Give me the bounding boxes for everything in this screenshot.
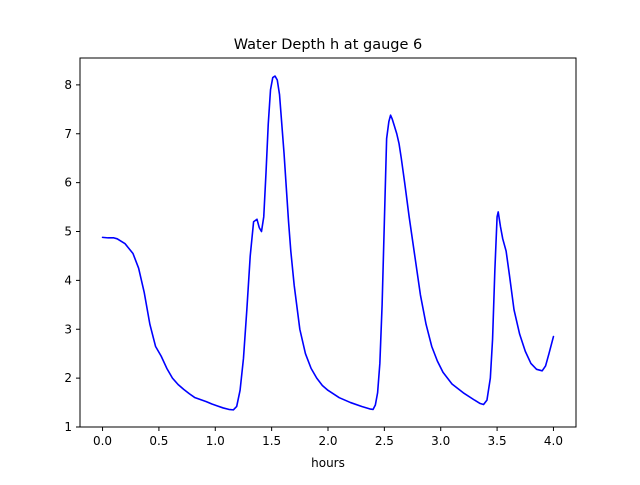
x-tick-label: 0.0 [93,434,112,448]
y-tick-label: 3 [64,322,72,336]
x-tick-label: 3.0 [431,434,450,448]
y-tick-label: 5 [64,225,72,239]
x-tick-label: 1.5 [262,434,281,448]
x-tick-label: 2.0 [318,434,337,448]
x-tick-label: 2.5 [375,434,394,448]
series-line-0 [101,75,555,411]
x-tick-label: 3.5 [488,434,507,448]
y-tick-label: 6 [64,176,72,190]
x-tick-label: 0.5 [149,434,168,448]
x-tick-label: 1.0 [206,434,225,448]
plot-area [80,58,576,427]
axes-layer: 0.0 0.5 1.0 1.5 2.0 2.5 3.0 3.5 4.0 1 2 3 4 5 6 7 8 [64,57,577,448]
y-tick-label: 1 [64,420,72,434]
y-tick-label: 7 [64,127,72,141]
series-layer [101,75,555,411]
chart-title: Water Depth h at gauge 6 [234,37,422,53]
x-axis-label: hours [311,456,345,470]
y-tick-label: 8 [64,78,72,92]
y-tick-label: 2 [64,371,72,385]
x-tick-label: 4.0 [544,434,563,448]
y-tick-label: 4 [64,273,72,287]
